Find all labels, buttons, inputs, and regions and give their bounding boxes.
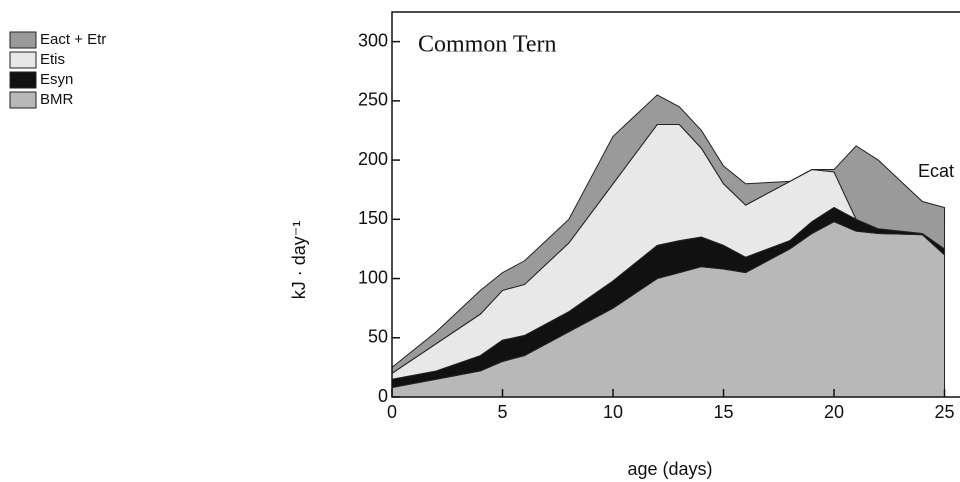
y-axis-label: kJ · day⁻¹ — [289, 221, 309, 300]
x-axis-label: age (days) — [627, 459, 712, 479]
y-tick-label: 300 — [358, 30, 388, 50]
y-tick-label: 250 — [358, 90, 388, 110]
x-tick-label: 0 — [387, 402, 397, 422]
legend-swatch — [9, 71, 37, 89]
y-tick-label: 100 — [358, 267, 388, 287]
annotation: Ecat — [918, 161, 954, 181]
x-tick-label: 20 — [824, 402, 844, 422]
y-tick-label: 150 — [358, 208, 388, 228]
legend-label: Esyn — [40, 71, 73, 88]
legend-swatch — [9, 31, 37, 49]
annotation: Common Tern — [418, 32, 557, 58]
legend-label: Eact + Etr — [40, 31, 106, 48]
y-tick-label: 0 — [378, 386, 388, 406]
x-tick-label: 5 — [497, 402, 507, 422]
y-tick-label: 50 — [368, 327, 388, 347]
x-tick-label: 10 — [603, 402, 623, 422]
area — [391, 94, 946, 375]
y-tick-label: 200 — [358, 149, 388, 169]
legend-swatch — [9, 91, 37, 109]
legend-swatch — [9, 51, 37, 69]
frame — [391, 11, 960, 398]
x-tick-label: 15 — [714, 402, 734, 422]
x-tick-label: 25 — [935, 402, 955, 422]
legend-label: BMR — [40, 91, 74, 108]
legend-label: Etis — [40, 51, 65, 68]
